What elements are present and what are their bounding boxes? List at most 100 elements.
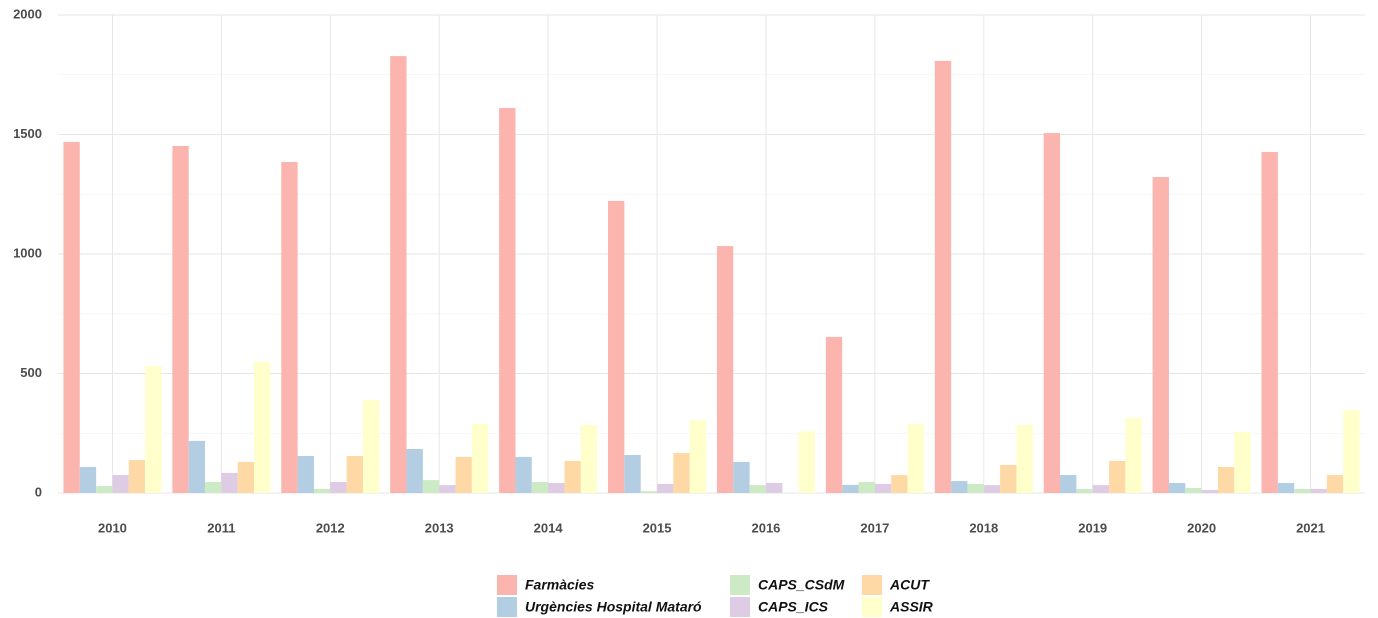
bar <box>564 460 581 493</box>
x-tick-label: 2017 <box>860 520 889 535</box>
bar <box>455 456 472 493</box>
bar <box>1125 417 1142 493</box>
bar <box>390 56 407 493</box>
bar <box>1234 432 1251 493</box>
bar <box>1343 410 1360 493</box>
bar <box>172 145 189 494</box>
bar <box>531 482 549 493</box>
bar <box>716 246 734 493</box>
bar <box>657 483 674 493</box>
legend-label: ASSIR <box>889 599 934 615</box>
bar <box>1109 460 1126 493</box>
bar <box>608 200 625 493</box>
legend-key <box>862 597 882 617</box>
x-tick-label: 2021 <box>1296 520 1325 535</box>
bar <box>221 472 238 493</box>
bar <box>689 420 707 493</box>
x-tick-label: 2012 <box>316 520 345 535</box>
bar <box>128 460 146 493</box>
bar <box>1185 487 1202 493</box>
x-tick-label: 2014 <box>534 520 564 535</box>
bar <box>1060 475 1077 493</box>
bar <box>858 482 875 493</box>
bar <box>406 449 423 493</box>
bar <box>297 455 314 493</box>
bar <box>1016 424 1033 493</box>
legend-key <box>730 575 750 595</box>
bar <box>1168 482 1186 493</box>
y-tick-label: 1000 <box>13 245 42 260</box>
bar <box>1277 482 1295 493</box>
bar <box>1294 488 1311 493</box>
bar <box>499 107 516 493</box>
bar <box>237 461 255 493</box>
bar <box>1261 151 1278 493</box>
bar <box>145 366 162 493</box>
bar <box>471 423 489 493</box>
bar <box>79 466 97 493</box>
x-tick-label: 2011 <box>207 520 235 535</box>
bar <box>907 423 924 493</box>
bar <box>515 456 532 493</box>
bar <box>749 485 766 493</box>
bar <box>422 480 440 493</box>
bar <box>96 486 113 493</box>
legend-key <box>497 597 517 617</box>
bar <box>951 481 968 493</box>
bar <box>346 455 363 493</box>
bar <box>1326 475 1344 493</box>
bar <box>798 431 815 493</box>
bar <box>765 482 783 493</box>
bar <box>967 483 984 493</box>
legend-label: CAPS_CSdM <box>758 577 845 593</box>
bar <box>874 483 892 493</box>
x-tick-label: 2019 <box>1078 520 1107 535</box>
y-tick-label: 1500 <box>13 126 42 141</box>
bar <box>580 424 598 493</box>
bar <box>842 484 859 493</box>
bar <box>548 482 565 493</box>
legend-key <box>862 575 882 595</box>
bar <box>640 491 658 493</box>
bar <box>1310 488 1327 493</box>
x-tick-label: 2016 <box>751 520 780 535</box>
bar <box>1152 177 1169 494</box>
bar <box>205 482 222 493</box>
bar <box>1076 488 1093 493</box>
legend-label: Urgències Hospital Mataró <box>525 599 702 615</box>
bar <box>891 475 908 493</box>
legend-key <box>730 597 750 617</box>
bar <box>825 336 843 493</box>
legend-label: ACUT <box>889 577 930 593</box>
bar <box>1201 489 1218 493</box>
bar <box>63 141 80 493</box>
x-tick-label: 2015 <box>643 520 672 535</box>
y-tick-label: 2000 <box>13 6 42 21</box>
bar <box>624 454 641 493</box>
bar <box>362 400 380 493</box>
bar <box>281 161 298 494</box>
bar <box>1000 465 1017 493</box>
legend-label: Farmàcies <box>525 577 594 593</box>
bar <box>934 60 952 493</box>
y-tick-label: 500 <box>20 365 42 380</box>
bar <box>254 362 271 493</box>
x-tick-label: 2020 <box>1187 520 1216 535</box>
bar <box>733 461 750 493</box>
bar <box>1217 466 1235 493</box>
bar <box>673 453 690 493</box>
legend-label: CAPS_ICS <box>758 599 829 615</box>
x-tick-label: 2013 <box>425 520 454 535</box>
legend-key <box>497 575 517 595</box>
bar <box>1043 133 1061 494</box>
y-tick-label: 0 <box>35 484 42 499</box>
x-tick-label: 2010 <box>98 520 127 535</box>
bar <box>112 475 129 493</box>
bar <box>1092 485 1110 493</box>
bar <box>439 485 456 493</box>
bar <box>330 482 347 493</box>
x-tick-label: 2018 <box>969 520 998 535</box>
bar <box>983 485 1001 493</box>
bar <box>313 488 331 493</box>
